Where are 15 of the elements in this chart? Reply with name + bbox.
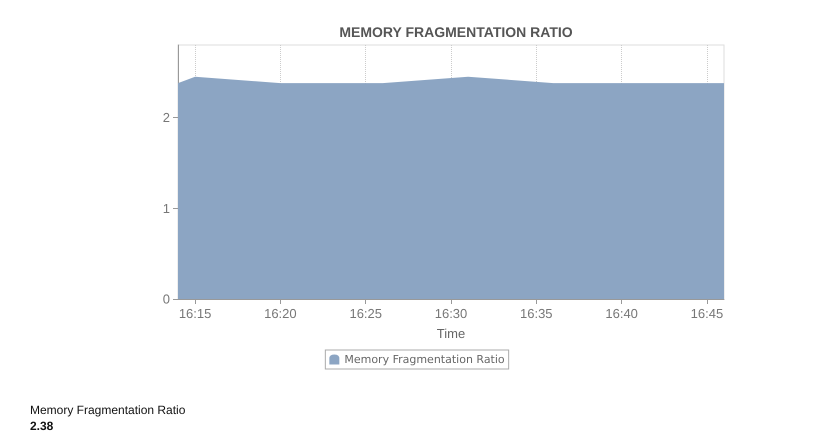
y-tick-label: 1 <box>162 200 170 216</box>
text: Memory Fragmentation Ratio <box>30 403 186 417</box>
x-tick-label: 16:15 <box>178 306 212 321</box>
text: 2.38 <box>30 419 54 433</box>
x-axis-title: Time <box>436 326 466 341</box>
x-tick-label: 16:25 <box>349 306 382 321</box>
x-tick-label: 16:20 <box>264 306 297 321</box>
chart-title: MEMORY FRAGMENTATION RATIO <box>339 24 573 40</box>
y-tick-label: 0 <box>162 292 170 306</box>
x-tick-label: 16:45 <box>690 306 724 321</box>
y-tick-label: 2 <box>162 110 170 126</box>
x-tick-label: 16:30 <box>434 306 468 321</box>
x-tick-label: 16:40 <box>605 306 638 321</box>
x-tick-label: 16:35 <box>520 306 553 321</box>
legend-label: Memory Fragmentation Ratio <box>344 353 505 366</box>
